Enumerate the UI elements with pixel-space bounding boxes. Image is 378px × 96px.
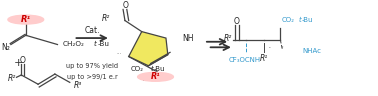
Text: up to >99/1 e.r: up to >99/1 e.r bbox=[67, 74, 118, 80]
Polygon shape bbox=[129, 32, 168, 66]
Text: R²: R² bbox=[8, 74, 17, 83]
Text: CH₂O₂: CH₂O₂ bbox=[63, 41, 85, 47]
Text: up to 97% yield: up to 97% yield bbox=[66, 63, 118, 69]
Text: O: O bbox=[20, 56, 26, 65]
Text: R³: R³ bbox=[73, 81, 82, 90]
Text: t: t bbox=[94, 41, 96, 47]
Text: ·: · bbox=[267, 43, 271, 53]
Text: R¹: R¹ bbox=[21, 15, 31, 24]
Text: NHAc: NHAc bbox=[303, 48, 322, 54]
Text: CO₂: CO₂ bbox=[281, 17, 294, 23]
Text: +: + bbox=[14, 58, 23, 68]
Text: O: O bbox=[123, 1, 129, 10]
Text: CF₃OCNH: CF₃OCNH bbox=[228, 57, 260, 63]
Circle shape bbox=[138, 72, 174, 81]
Text: t: t bbox=[150, 66, 153, 72]
Text: R²: R² bbox=[102, 14, 110, 23]
Text: -Bu: -Bu bbox=[98, 41, 110, 47]
Text: R¹: R¹ bbox=[259, 54, 268, 63]
Text: -Bu: -Bu bbox=[154, 66, 166, 72]
Text: O: O bbox=[234, 17, 240, 26]
Text: -Bu: -Bu bbox=[302, 17, 313, 23]
Text: R²: R² bbox=[224, 34, 232, 43]
Circle shape bbox=[8, 15, 44, 24]
Text: ···: ··· bbox=[116, 51, 121, 56]
Text: R¹: R¹ bbox=[151, 72, 160, 81]
Text: t: t bbox=[299, 17, 302, 23]
Text: R³: R³ bbox=[143, 76, 150, 82]
Text: CO₂: CO₂ bbox=[130, 66, 144, 72]
Text: Cat.: Cat. bbox=[84, 26, 100, 35]
Text: ,: , bbox=[280, 40, 283, 50]
Text: NH: NH bbox=[183, 34, 194, 43]
Text: N₂: N₂ bbox=[1, 43, 10, 52]
